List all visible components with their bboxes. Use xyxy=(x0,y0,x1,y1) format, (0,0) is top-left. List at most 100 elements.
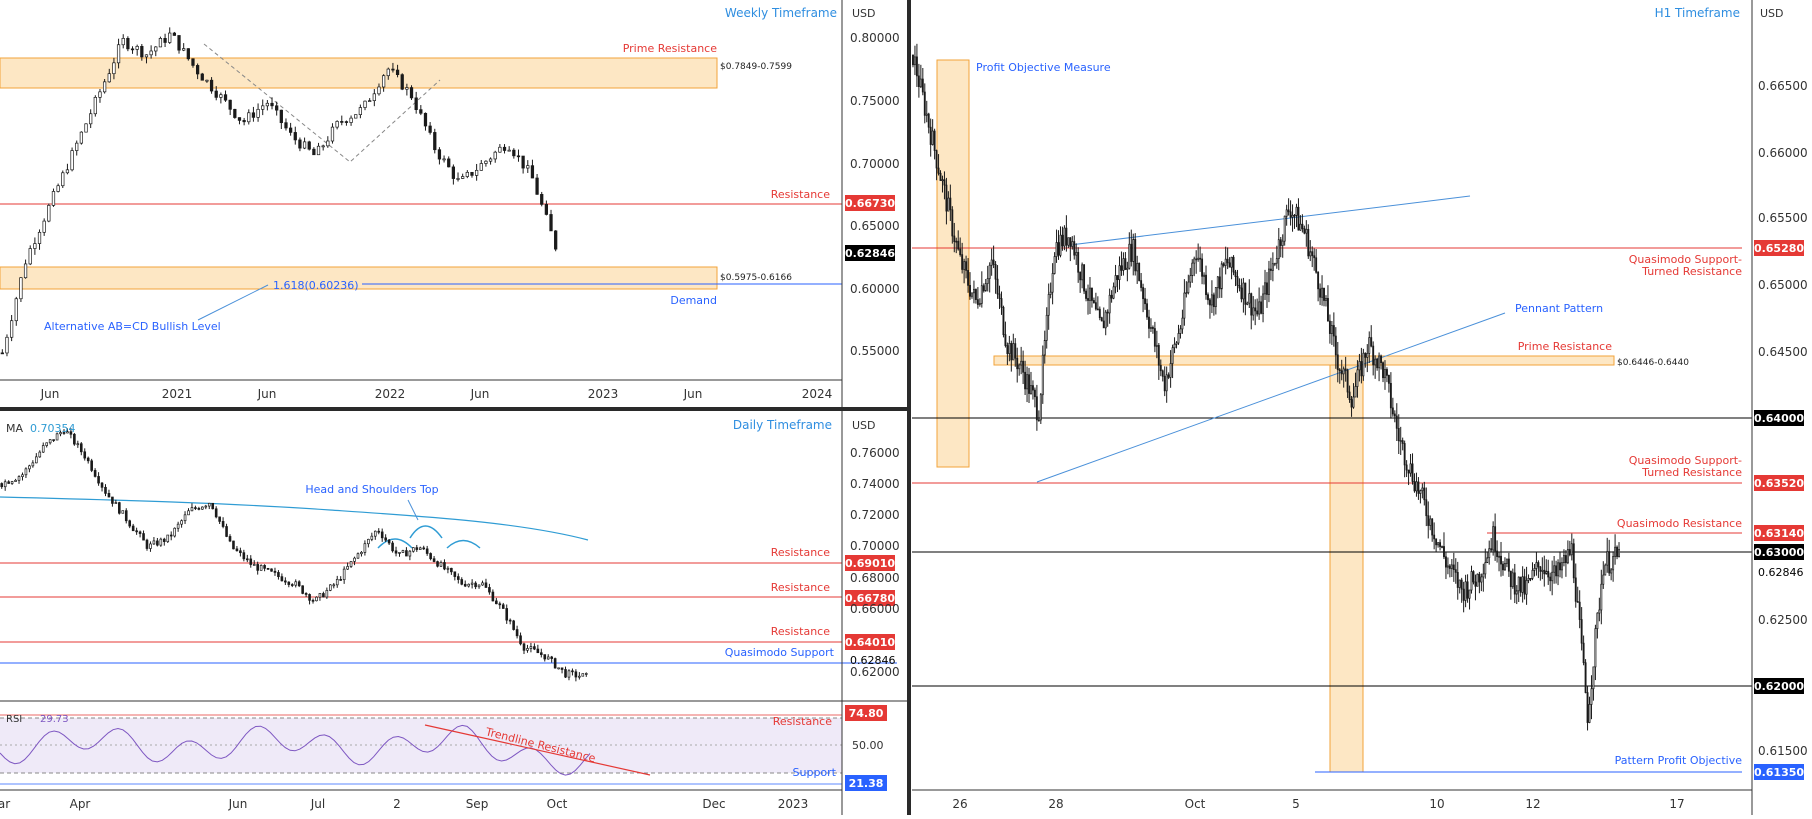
candle[interactable] xyxy=(967,270,970,286)
candle[interactable] xyxy=(261,105,265,110)
candle[interactable] xyxy=(28,465,31,470)
candle[interactable] xyxy=(259,565,263,571)
candle[interactable] xyxy=(256,108,260,118)
candle[interactable] xyxy=(540,194,544,205)
candle[interactable] xyxy=(1521,576,1524,593)
candle[interactable] xyxy=(1423,487,1426,501)
candle[interactable] xyxy=(578,675,581,678)
candle[interactable] xyxy=(59,432,62,435)
candle[interactable] xyxy=(943,179,946,186)
candle[interactable] xyxy=(1614,546,1617,557)
candle[interactable] xyxy=(356,553,360,559)
candle[interactable] xyxy=(163,38,167,43)
candle[interactable] xyxy=(1183,292,1186,319)
candle[interactable] xyxy=(395,69,400,75)
candle[interactable] xyxy=(507,149,511,152)
candle[interactable] xyxy=(544,204,549,215)
candle[interactable] xyxy=(252,564,256,566)
candle[interactable] xyxy=(925,113,928,116)
candle[interactable] xyxy=(1161,370,1164,377)
candle[interactable] xyxy=(1063,227,1066,247)
candle[interactable] xyxy=(302,141,307,149)
candle[interactable] xyxy=(498,146,502,153)
candle[interactable] xyxy=(1199,257,1202,260)
candle[interactable] xyxy=(1244,282,1247,305)
candle[interactable] xyxy=(183,514,187,522)
candle[interactable] xyxy=(1057,242,1060,256)
candle[interactable] xyxy=(1112,286,1115,299)
candle[interactable] xyxy=(567,670,571,678)
candle[interactable] xyxy=(1482,573,1485,578)
candle[interactable] xyxy=(186,48,190,60)
candle[interactable] xyxy=(330,126,335,142)
candle[interactable] xyxy=(201,506,204,510)
candle[interactable] xyxy=(45,442,48,446)
candle[interactable] xyxy=(1065,227,1068,246)
candle[interactable] xyxy=(1529,578,1532,580)
candle[interactable] xyxy=(1486,557,1489,564)
candle[interactable] xyxy=(986,278,989,284)
candle[interactable] xyxy=(1474,581,1477,587)
candle[interactable] xyxy=(1490,548,1493,551)
candle[interactable] xyxy=(335,578,339,586)
candle[interactable] xyxy=(38,451,42,458)
candle[interactable] xyxy=(1362,352,1365,377)
candle[interactable] xyxy=(89,113,93,125)
candle[interactable] xyxy=(433,132,437,151)
candle[interactable] xyxy=(1431,518,1434,536)
candle[interactable] xyxy=(1326,298,1329,322)
candle[interactable] xyxy=(512,149,516,157)
candle[interactable] xyxy=(200,73,204,81)
candle[interactable] xyxy=(367,538,370,545)
candle[interactable] xyxy=(526,165,530,169)
candle[interactable] xyxy=(168,32,172,43)
candle[interactable] xyxy=(1006,345,1009,354)
candle[interactable] xyxy=(998,293,1001,299)
candle[interactable] xyxy=(1116,275,1119,281)
candle[interactable] xyxy=(1393,413,1396,417)
candle[interactable] xyxy=(933,130,936,151)
candle[interactable] xyxy=(1509,570,1512,588)
candle[interactable] xyxy=(1092,300,1095,303)
candle[interactable] xyxy=(1149,327,1152,329)
candle[interactable] xyxy=(1503,563,1506,571)
candle[interactable] xyxy=(1277,239,1280,260)
candle[interactable] xyxy=(65,169,70,174)
candle[interactable] xyxy=(915,56,918,77)
candle[interactable] xyxy=(1462,588,1465,601)
candle[interactable] xyxy=(316,145,321,156)
candle[interactable] xyxy=(1212,294,1215,308)
candle[interactable] xyxy=(453,571,457,577)
candle[interactable] xyxy=(1364,352,1367,358)
candle[interactable] xyxy=(121,510,125,514)
candle[interactable] xyxy=(251,112,256,118)
candle[interactable] xyxy=(1132,239,1135,262)
candle[interactable] xyxy=(456,178,460,180)
candle[interactable] xyxy=(1452,564,1455,570)
candle[interactable] xyxy=(1389,383,1392,409)
candle[interactable] xyxy=(978,302,981,305)
candle[interactable] xyxy=(1033,389,1036,398)
candle[interactable] xyxy=(1498,555,1500,558)
candle[interactable] xyxy=(1104,311,1107,329)
candle[interactable] xyxy=(972,289,975,294)
candle[interactable] xyxy=(1228,262,1231,268)
candle[interactable] xyxy=(149,543,152,549)
candle[interactable] xyxy=(322,593,325,598)
candle[interactable] xyxy=(1053,256,1056,274)
candle[interactable] xyxy=(1041,354,1044,396)
candle[interactable] xyxy=(982,285,985,292)
candle[interactable] xyxy=(1299,223,1302,231)
candle[interactable] xyxy=(52,439,55,441)
candle[interactable] xyxy=(1494,526,1497,552)
candle[interactable] xyxy=(1553,565,1556,573)
candle[interactable] xyxy=(1598,609,1601,614)
candle[interactable] xyxy=(391,542,394,552)
candle[interactable] xyxy=(154,46,158,52)
candle[interactable] xyxy=(107,73,111,83)
candle[interactable] xyxy=(86,457,90,462)
candle[interactable] xyxy=(1352,396,1355,408)
candle[interactable] xyxy=(1226,258,1229,264)
candle[interactable] xyxy=(1543,569,1546,575)
candle[interactable] xyxy=(1415,481,1418,492)
